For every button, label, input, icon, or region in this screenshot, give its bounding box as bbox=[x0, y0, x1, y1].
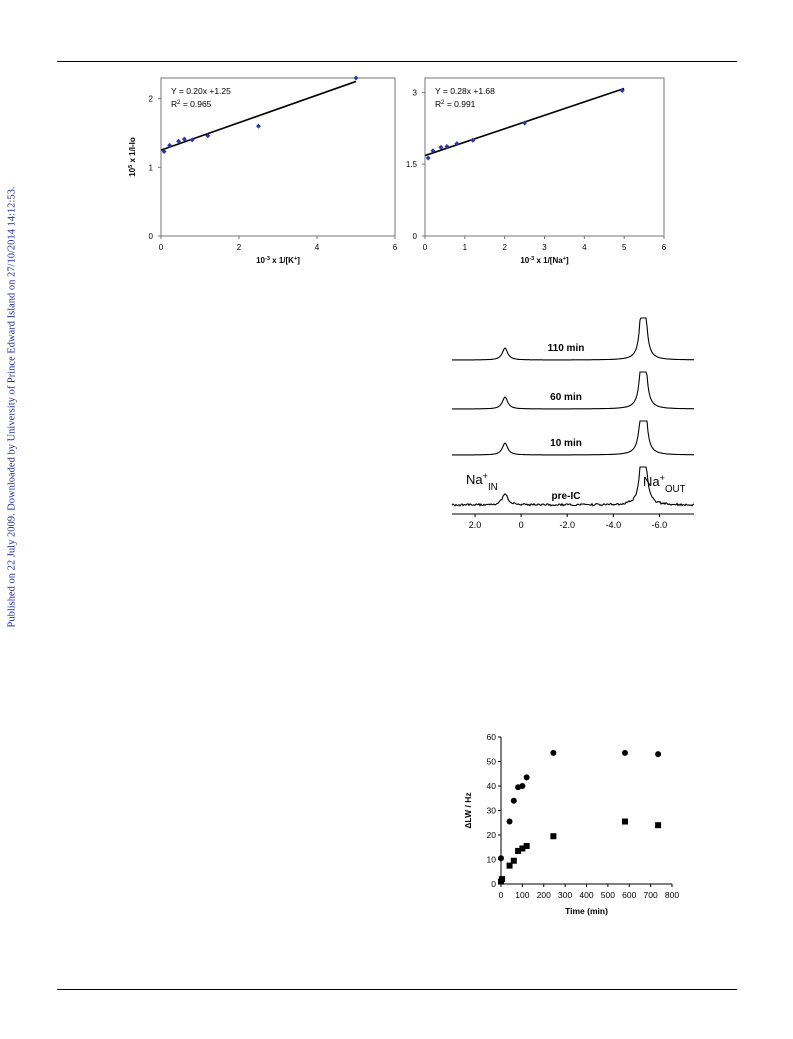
data-point bbox=[167, 142, 173, 148]
nmr-trace-label: pre-IC bbox=[552, 491, 581, 502]
na-out-annotation: Na+OUT bbox=[643, 473, 686, 495]
na-in-annotation: Na+IN bbox=[466, 471, 498, 493]
data-point-square bbox=[515, 847, 522, 854]
data-point bbox=[353, 75, 359, 81]
x-tick-label: 0 bbox=[423, 243, 428, 252]
y-tick-label: 60 bbox=[487, 732, 497, 742]
data-point-square bbox=[510, 857, 517, 864]
y-tick-label: 50 bbox=[487, 757, 497, 767]
fit-r-squared: R2 = 0.991 bbox=[435, 99, 476, 109]
x-tick-label: 4 bbox=[582, 243, 587, 252]
data-point-square bbox=[621, 818, 628, 825]
x-tick-label: 1 bbox=[463, 243, 468, 252]
x-tick-label: 6 bbox=[662, 243, 667, 252]
data-point bbox=[430, 148, 436, 154]
data-point-circle bbox=[621, 749, 628, 756]
x-tick-label: 0 bbox=[159, 243, 164, 252]
y-tick-label: 10 bbox=[487, 855, 497, 865]
data-point-square bbox=[550, 833, 557, 840]
data-point-square bbox=[523, 843, 530, 850]
data-point-circle bbox=[655, 751, 662, 758]
y-axis-label: ΔLW / Hz bbox=[463, 792, 473, 828]
y-tick-label: 30 bbox=[487, 806, 497, 816]
x-axis-label: Time (min) bbox=[565, 906, 608, 916]
fit-equation: Y = 0.28x +1.68 bbox=[435, 86, 495, 96]
x-tick-label: 2 bbox=[502, 243, 507, 252]
x-tick-label: 700 bbox=[644, 890, 658, 900]
y-tick-label: 1 bbox=[149, 163, 154, 172]
x-tick-label: 300 bbox=[558, 890, 572, 900]
y-tick-label: 1.5 bbox=[406, 160, 418, 169]
x-tick-label: 500 bbox=[601, 890, 615, 900]
nmr-trace bbox=[452, 317, 695, 361]
nmr-trace bbox=[452, 420, 695, 456]
x-axis-label: 10-3 x 1/[Na+] bbox=[520, 256, 569, 265]
x-axis-label: 10-3 x 1/[K+] bbox=[256, 256, 300, 265]
x-tick-label: 4 bbox=[315, 243, 320, 252]
data-point bbox=[438, 144, 444, 150]
x-tick-label: 3 bbox=[542, 243, 547, 252]
data-point-circle bbox=[519, 783, 526, 789]
x-tick-label: 0 bbox=[499, 890, 504, 900]
x-tick-label: 6 bbox=[393, 243, 398, 252]
data-point bbox=[176, 138, 182, 144]
data-point bbox=[189, 137, 195, 143]
data-point-square bbox=[499, 876, 506, 883]
y-axis-label: 105 x 1/I-Io bbox=[128, 137, 137, 177]
nmr-x-tick-label: 2.0 bbox=[469, 520, 482, 530]
y-tick-label: 0 bbox=[491, 879, 496, 889]
data-point bbox=[619, 87, 625, 93]
nmr-trace-label: 10 min bbox=[550, 438, 582, 449]
nmr-x-tick-label: -2.0 bbox=[559, 520, 575, 530]
y-tick-label: 3 bbox=[413, 88, 418, 97]
nmr-trace-label: 60 min bbox=[550, 392, 582, 403]
data-point bbox=[444, 143, 450, 149]
data-point-circle bbox=[498, 855, 504, 862]
data-point-square bbox=[655, 822, 662, 829]
data-point bbox=[470, 137, 476, 143]
x-tick-label: 400 bbox=[579, 890, 593, 900]
data-point-square bbox=[519, 845, 526, 852]
x-tick-label: 200 bbox=[537, 890, 551, 900]
header-rule bbox=[57, 61, 737, 62]
nmr-x-tick-label: -6.0 bbox=[652, 520, 668, 530]
y-tick-label: 2 bbox=[149, 95, 154, 104]
nmr-trace-label: 110 min bbox=[548, 343, 585, 354]
data-point-circle bbox=[523, 774, 530, 781]
nmr-trace bbox=[451, 466, 695, 507]
data-point bbox=[454, 141, 460, 147]
plot-frame bbox=[160, 77, 396, 237]
y-tick-label: 0 bbox=[413, 232, 418, 241]
data-point bbox=[425, 155, 431, 161]
nmr-trace bbox=[452, 371, 695, 410]
x-tick-label: 5 bbox=[622, 243, 627, 252]
footer-rule bbox=[57, 989, 737, 990]
x-tick-label: 600 bbox=[622, 890, 636, 900]
data-point bbox=[181, 136, 187, 142]
y-tick-label: 40 bbox=[487, 781, 497, 791]
data-point-circle bbox=[506, 818, 513, 825]
data-point bbox=[256, 123, 261, 129]
nmr-x-tick-label: -4.0 bbox=[606, 520, 622, 530]
data-point bbox=[205, 133, 211, 139]
x-tick-label: 2 bbox=[237, 243, 242, 252]
data-point-square bbox=[506, 862, 513, 869]
fit-equation: Y = 0.20x +1.25 bbox=[171, 86, 231, 96]
x-tick-label: 100 bbox=[515, 890, 529, 900]
y-tick-label: 20 bbox=[487, 830, 497, 840]
nmr-x-tick-label: 0 bbox=[519, 520, 524, 530]
data-point-circle bbox=[510, 797, 517, 804]
fit-r-squared: R2 = 0.965 bbox=[171, 99, 212, 109]
data-point bbox=[161, 149, 167, 155]
y-tick-label: 0 bbox=[149, 232, 154, 241]
data-point bbox=[522, 120, 528, 126]
x-tick-label: 800 bbox=[665, 890, 679, 900]
data-point-circle bbox=[550, 749, 557, 756]
